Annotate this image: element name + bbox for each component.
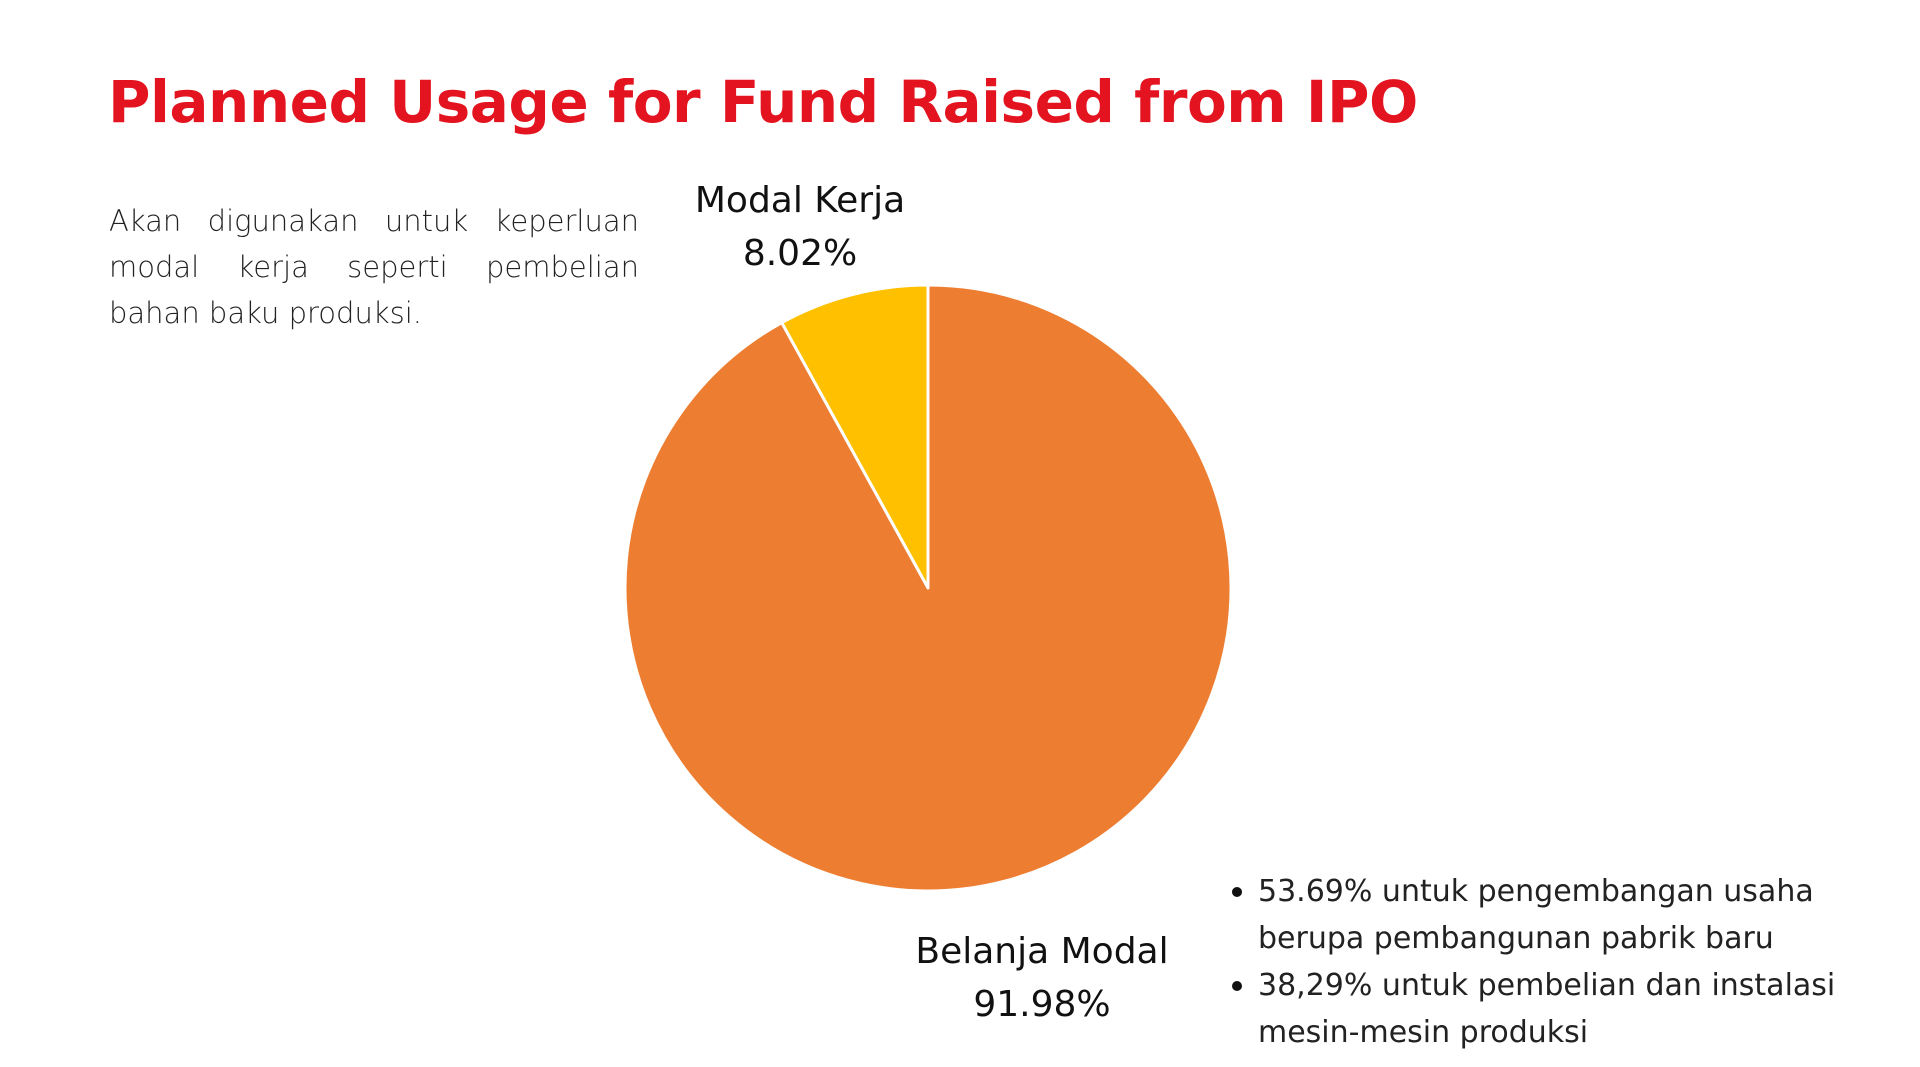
breakdown-item-line1: 38,29% untuk pembelian dan instalasi xyxy=(1258,968,1836,1003)
breakdown-item-line2: mesin-mesin produksi xyxy=(1258,1015,1589,1050)
slice-label-name-belanja-modal: Belanja Modal xyxy=(915,931,1168,972)
breakdown-item-line1: 53.69% untuk pengembangan usaha xyxy=(1258,874,1814,909)
breakdown-list: 53.69% untuk pengembangan usaha berupa p… xyxy=(1232,868,1852,1056)
bullet-icon xyxy=(1232,887,1242,897)
pie-slice-modal-kerja xyxy=(780,283,930,590)
breakdown-item: 38,29% untuk pembelian dan instalasi mes… xyxy=(1232,962,1852,1056)
pie-slices xyxy=(623,283,1233,893)
bullet-icon xyxy=(1232,981,1242,991)
slice-label-value-modal-kerja: 8.02% xyxy=(743,233,857,274)
breakdown-item: 53.69% untuk pengembangan usaha berupa p… xyxy=(1232,868,1852,962)
slice-label-name-modal-kerja: Modal Kerja xyxy=(695,180,905,221)
slice-label-value-belanja-modal: 91.98% xyxy=(973,984,1110,1025)
breakdown-item-line2: berupa pembangunan pabrik baru xyxy=(1258,921,1774,956)
pie-slice-belanja-modal xyxy=(623,283,1233,893)
description-text: Akan digunakan untuk keperluan modal ker… xyxy=(109,204,639,330)
chart-title: Planned Usage for Fund Raised from IPO xyxy=(108,68,1418,136)
